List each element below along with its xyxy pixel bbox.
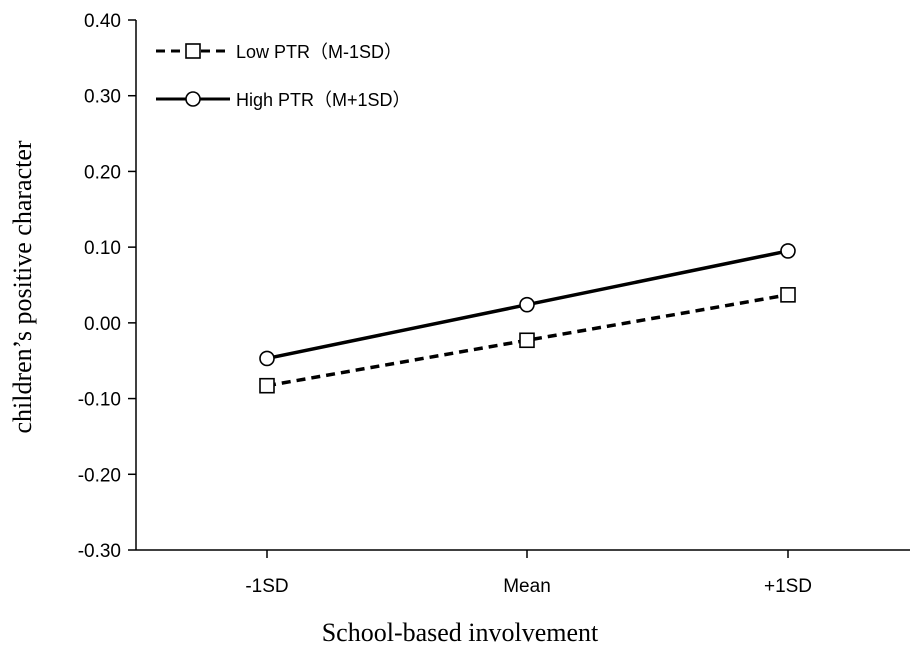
- y-tick-label: 0.00: [84, 314, 121, 335]
- legend-low-ptr-marker: [185, 43, 201, 59]
- y-tick-label: 0.30: [84, 87, 121, 108]
- data-point-low-ptr: [519, 332, 535, 349]
- y-ticks: 0.40 0.30 0.20 0.10 0.00 -0.10 -0.20 -0.30: [78, 11, 136, 562]
- y-tick-label: -0.10: [78, 390, 121, 411]
- axes: [135, 20, 910, 551]
- y-tick-label: -0.20: [78, 465, 121, 486]
- y-tick-label: 0.40: [84, 11, 121, 32]
- x-ticks: -1SD Mean +1SD: [245, 550, 812, 597]
- x-tick-label: +1SD: [764, 576, 812, 597]
- legend: Low PTR（M-1SD） High PTR（M+1SD）: [156, 42, 411, 110]
- x-tick-label: -1SD: [245, 576, 288, 597]
- x-tick-label: Mean: [503, 576, 551, 597]
- legend-high-ptr-label: High PTR（M+1SD）: [236, 90, 411, 110]
- legend-item-high-ptr: High PTR（M+1SD）: [156, 90, 411, 110]
- data-point-high-ptr: [780, 243, 796, 259]
- legend-high-ptr-marker: [185, 91, 201, 107]
- legend-low-ptr-label: Low PTR（M-1SD）: [236, 42, 402, 62]
- data-point-low-ptr: [259, 377, 275, 394]
- y-tick-label: -0.30: [78, 541, 121, 562]
- data-point-low-ptr: [780, 287, 796, 303]
- y-axis-title: children’s positive character: [8, 140, 37, 433]
- legend-item-low-ptr: Low PTR（M-1SD）: [156, 42, 402, 62]
- data-point-high-ptr: [519, 296, 535, 313]
- series-layer: [259, 243, 796, 394]
- x-axis-title: School-based involvement: [322, 618, 599, 647]
- y-tick-label: 0.20: [84, 162, 121, 183]
- y-tick-label: 0.10: [84, 238, 121, 259]
- data-point-high-ptr: [259, 350, 275, 367]
